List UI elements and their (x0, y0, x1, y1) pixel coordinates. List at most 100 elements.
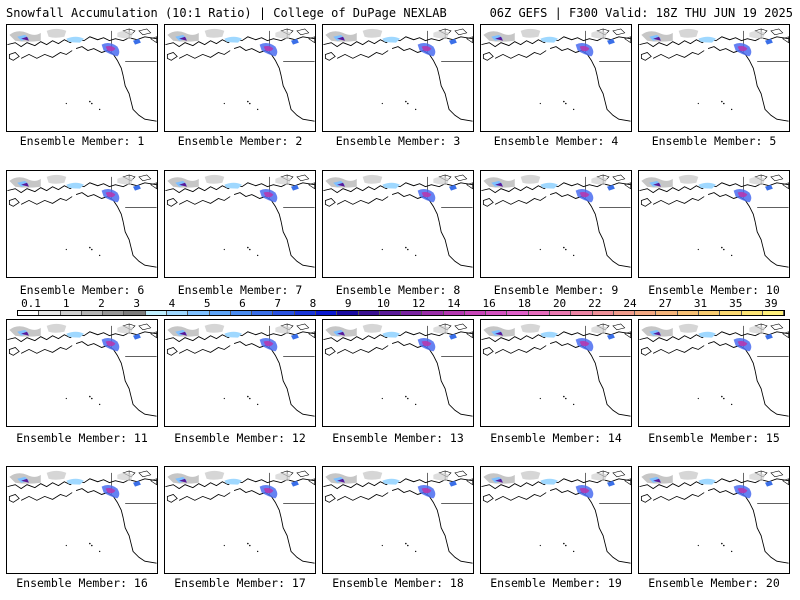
snowfall-map (481, 174, 631, 268)
snowfall-map (165, 28, 315, 122)
colorbar-tick-label: 5 (203, 297, 211, 310)
colorbar-tick-label: 24 (623, 297, 637, 310)
colorbar-tick-label: 0.1 (21, 297, 41, 310)
colorbar-segment (379, 311, 402, 315)
colorbar-tick-label: 4 (168, 297, 176, 310)
colorbar (17, 310, 785, 316)
ensemble-map-panel (638, 319, 790, 427)
colorbar-segment (252, 311, 274, 315)
snowfall-map (639, 470, 789, 564)
colorbar-segment (656, 311, 678, 315)
colorbar-tick-label: 10 (376, 297, 390, 310)
colorbar-segment (486, 311, 508, 315)
ensemble-member-label: Ensemble Member: 12 (174, 431, 306, 445)
colorbar-segment (18, 311, 40, 315)
ensemble-map-panel (322, 24, 474, 132)
colorbar-tick-label: 20 (552, 297, 567, 310)
snowfall-map (323, 323, 473, 417)
colorbar-segment (507, 311, 529, 315)
colorbar-tick-label: 3 (133, 297, 141, 310)
ensemble-member-label: Ensemble Member: 17 (174, 576, 306, 590)
snowfall-map (481, 28, 631, 122)
ensemble-member-label: Ensemble Member: 5 (651, 134, 777, 148)
colorbar-segment (550, 311, 572, 315)
colorbar-segment (443, 311, 465, 315)
ensemble-member-label: Ensemble Member: 3 (335, 134, 461, 148)
colorbar-segment (635, 311, 657, 315)
ensemble-member-label: Ensemble Member: 2 (177, 134, 303, 148)
ensemble-member-label: Ensemble Member: 11 (16, 431, 148, 445)
snowfall-map (165, 323, 315, 417)
snowfall-map (639, 28, 789, 122)
colorbar-segment (571, 311, 593, 315)
colorbar-tick-label: 39 (764, 297, 778, 310)
ensemble-map-panel (6, 319, 158, 427)
ensemble-member-label: Ensemble Member: 19 (490, 576, 622, 590)
colorbar-tick-label: 6 (239, 297, 246, 310)
colorbar-tick-label: 1 (62, 297, 70, 310)
colorbar-segment (188, 311, 210, 315)
colorbar-segment (315, 311, 338, 315)
snowfall-map (7, 28, 157, 122)
ensemble-member-label: Ensemble Member: 14 (490, 431, 622, 445)
colorbar-segment (358, 311, 380, 315)
ensemble-map-panel (480, 466, 632, 574)
ensemble-member-label: Ensemble Member: 1 (19, 134, 145, 148)
colorbar-segment (464, 311, 487, 315)
colorbar-segment (720, 311, 742, 315)
colorbar-tick-label: 35 (729, 297, 743, 310)
snowfall-map (7, 323, 157, 417)
snowfall-map (165, 174, 315, 268)
ensemble-member-label: Ensemble Member: 8 (335, 283, 461, 297)
colorbar-segment (762, 311, 785, 315)
ensemble-member-label: Ensemble Member: 18 (332, 576, 464, 590)
colorbar-tick-label: 14 (447, 297, 461, 310)
colorbar-segment (528, 311, 551, 315)
colorbar-tick-label: 31 (693, 297, 708, 310)
colorbar-segment (677, 311, 699, 315)
ensemble-member-label: Ensemble Member: 9 (493, 283, 619, 297)
ensemble-member-label: Ensemble Member: 7 (177, 283, 303, 297)
colorbar-segment (145, 311, 167, 315)
colorbar-tick-label: 12 (411, 297, 426, 310)
valid-time-label: 06Z GEFS | F300 Valid: 18Z THU JUN 19 20… (489, 6, 793, 20)
colorbar-segment (81, 311, 104, 315)
ensemble-member-label: Ensemble Member: 6 (19, 283, 145, 297)
snowfall-map (481, 470, 631, 564)
ensemble-map-panel (638, 466, 790, 574)
ensemble-map-panel (322, 319, 474, 427)
snowfall-map (7, 470, 157, 564)
colorbar-segment (273, 311, 295, 315)
ensemble-map-panel (164, 466, 316, 574)
ensemble-member-label: Ensemble Member: 16 (16, 576, 148, 590)
ensemble-member-label: Ensemble Member: 20 (648, 576, 780, 590)
ensemble-map-panel (322, 170, 474, 278)
colorbar-tick-label: 22 (588, 297, 602, 310)
ensemble-map-panel (638, 170, 790, 278)
ensemble-member-label: Ensemble Member: 10 (648, 283, 780, 297)
colorbar-segment (230, 311, 253, 315)
header: Snowfall Accumulation (10:1 Ratio) | Col… (0, 0, 800, 22)
snowfall-map (481, 323, 631, 417)
ensemble-map-panel (6, 24, 158, 132)
ensemble-map-panel (638, 24, 790, 132)
colorbar-segment (209, 311, 231, 315)
ensemble-map-panel (164, 170, 316, 278)
colorbar-segment (741, 311, 763, 315)
colorbar-segment (39, 311, 61, 315)
colorbar-labels: 0.1 1 2 3 4 5 6 7 8 9 10 12 14 16 18 20 22 24 27 31 35 39 (17, 297, 785, 310)
ensemble-map-panel (164, 319, 316, 427)
colorbar-segment (699, 311, 721, 315)
ensemble-member-label: Ensemble Member: 15 (648, 431, 780, 445)
colorbar-tick-label: 7 (274, 297, 281, 310)
colorbar-segment (613, 311, 636, 315)
colorbar-tick-label: 2 (98, 297, 105, 310)
colorbar-tick-label: 16 (482, 297, 496, 310)
colorbar-segment (401, 311, 423, 315)
colorbar-segment (422, 311, 444, 315)
ensemble-map-panel (480, 24, 632, 132)
ensemble-member-label: Ensemble Member: 4 (493, 134, 619, 148)
ensemble-map-panel (6, 170, 158, 278)
snowfall-map (639, 174, 789, 268)
snowfall-map (323, 174, 473, 268)
